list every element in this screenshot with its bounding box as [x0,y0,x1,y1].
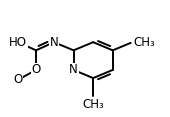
Text: N: N [69,63,78,76]
Text: O: O [31,63,41,76]
Text: N: N [50,36,58,49]
Text: HO: HO [9,36,27,49]
Text: CH₃: CH₃ [82,98,104,111]
Text: O: O [13,73,23,86]
Text: CH₃: CH₃ [133,36,155,49]
